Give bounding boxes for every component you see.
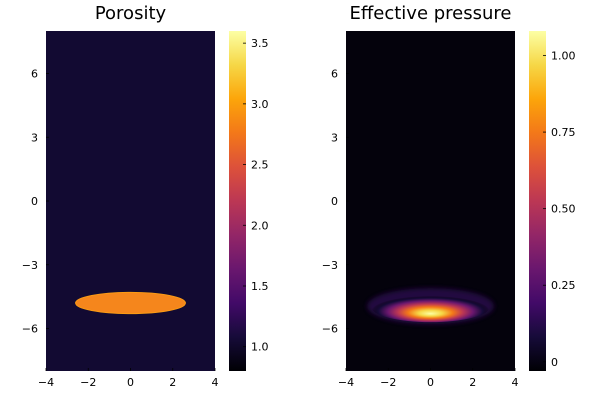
porosity-colorbar-tick-label: 2.5: [251, 159, 269, 172]
pressure-colorbar-tick-label: 0: [551, 356, 558, 369]
pressure-colorbar-tick-label: 1.00: [551, 50, 576, 63]
pressure-ytick-label: 0: [331, 195, 338, 208]
pressure-colorbar-tick-label: 0.50: [551, 203, 576, 216]
porosity-colorbar-tick-label: 3.5: [251, 37, 269, 50]
porosity-ytick-label: 0: [31, 195, 38, 208]
pressure-ytick-label: 3: [331, 131, 338, 144]
porosity-xtick-label: 2: [169, 376, 176, 389]
pressure-xtick-label: −2: [380, 376, 396, 389]
pressure-xtick-label: 2: [469, 376, 476, 389]
pressure-xtick-label: 4: [512, 376, 519, 389]
pressure-ytick-label: 6: [331, 68, 338, 81]
porosity-colorbar-tick-label: 2.0: [251, 219, 269, 232]
porosity-heatmap-background: [46, 31, 215, 371]
porosity-high-region: [75, 291, 186, 315]
pressure-high-region: [371, 292, 490, 323]
porosity-colorbar-ticks: 1.0 1.5 2.0 2.5 3.0 3.5: [243, 37, 269, 354]
effective-pressure-title: Effective pressure: [350, 3, 512, 24]
porosity-xtick-label: −4: [38, 376, 54, 389]
pressure-ytick-label: −6: [322, 323, 338, 336]
pressure-colorbar-ticks: 0 0.25 0.50 0.75 1.00: [543, 50, 576, 369]
porosity-xtick-label: 0: [127, 376, 134, 389]
porosity-colorbar: [229, 31, 246, 371]
porosity-ytick-label: −3: [22, 259, 38, 272]
porosity-ytick-label: 6: [31, 68, 38, 81]
porosity-panel: Porosity −4 −2 0 2 4 −6 −3 0 3 6 1.0 1.5 2.0 2.5 3.0 3…: [22, 3, 269, 389]
porosity-xtick-label: 4: [212, 376, 219, 389]
porosity-colorbar-tick-label: 1.5: [251, 280, 269, 293]
porosity-colorbar-tick-label: 3.0: [251, 98, 269, 111]
pressure-xtick-label: −4: [338, 376, 354, 389]
pressure-axes: −4 −2 0 2 4 −6 −3 0 3 6: [322, 68, 519, 390]
pressure-ytick-label: −3: [322, 259, 338, 272]
pressure-colorbar-tick-label: 0.75: [551, 126, 576, 139]
porosity-axes: −4 −2 0 2 4 −6 −3 0 3 6: [22, 68, 219, 390]
pressure-xtick-label: 0: [427, 376, 434, 389]
porosity-ytick-label: 3: [31, 131, 38, 144]
porosity-colorbar-tick-label: 1.0: [251, 341, 269, 354]
porosity-xtick-label: −2: [80, 376, 96, 389]
porosity-title: Porosity: [95, 3, 167, 24]
pressure-colorbar-tick-label: 0.25: [551, 279, 576, 292]
pressure-colorbar: [529, 31, 546, 371]
porosity-ytick-label: −6: [22, 323, 38, 336]
